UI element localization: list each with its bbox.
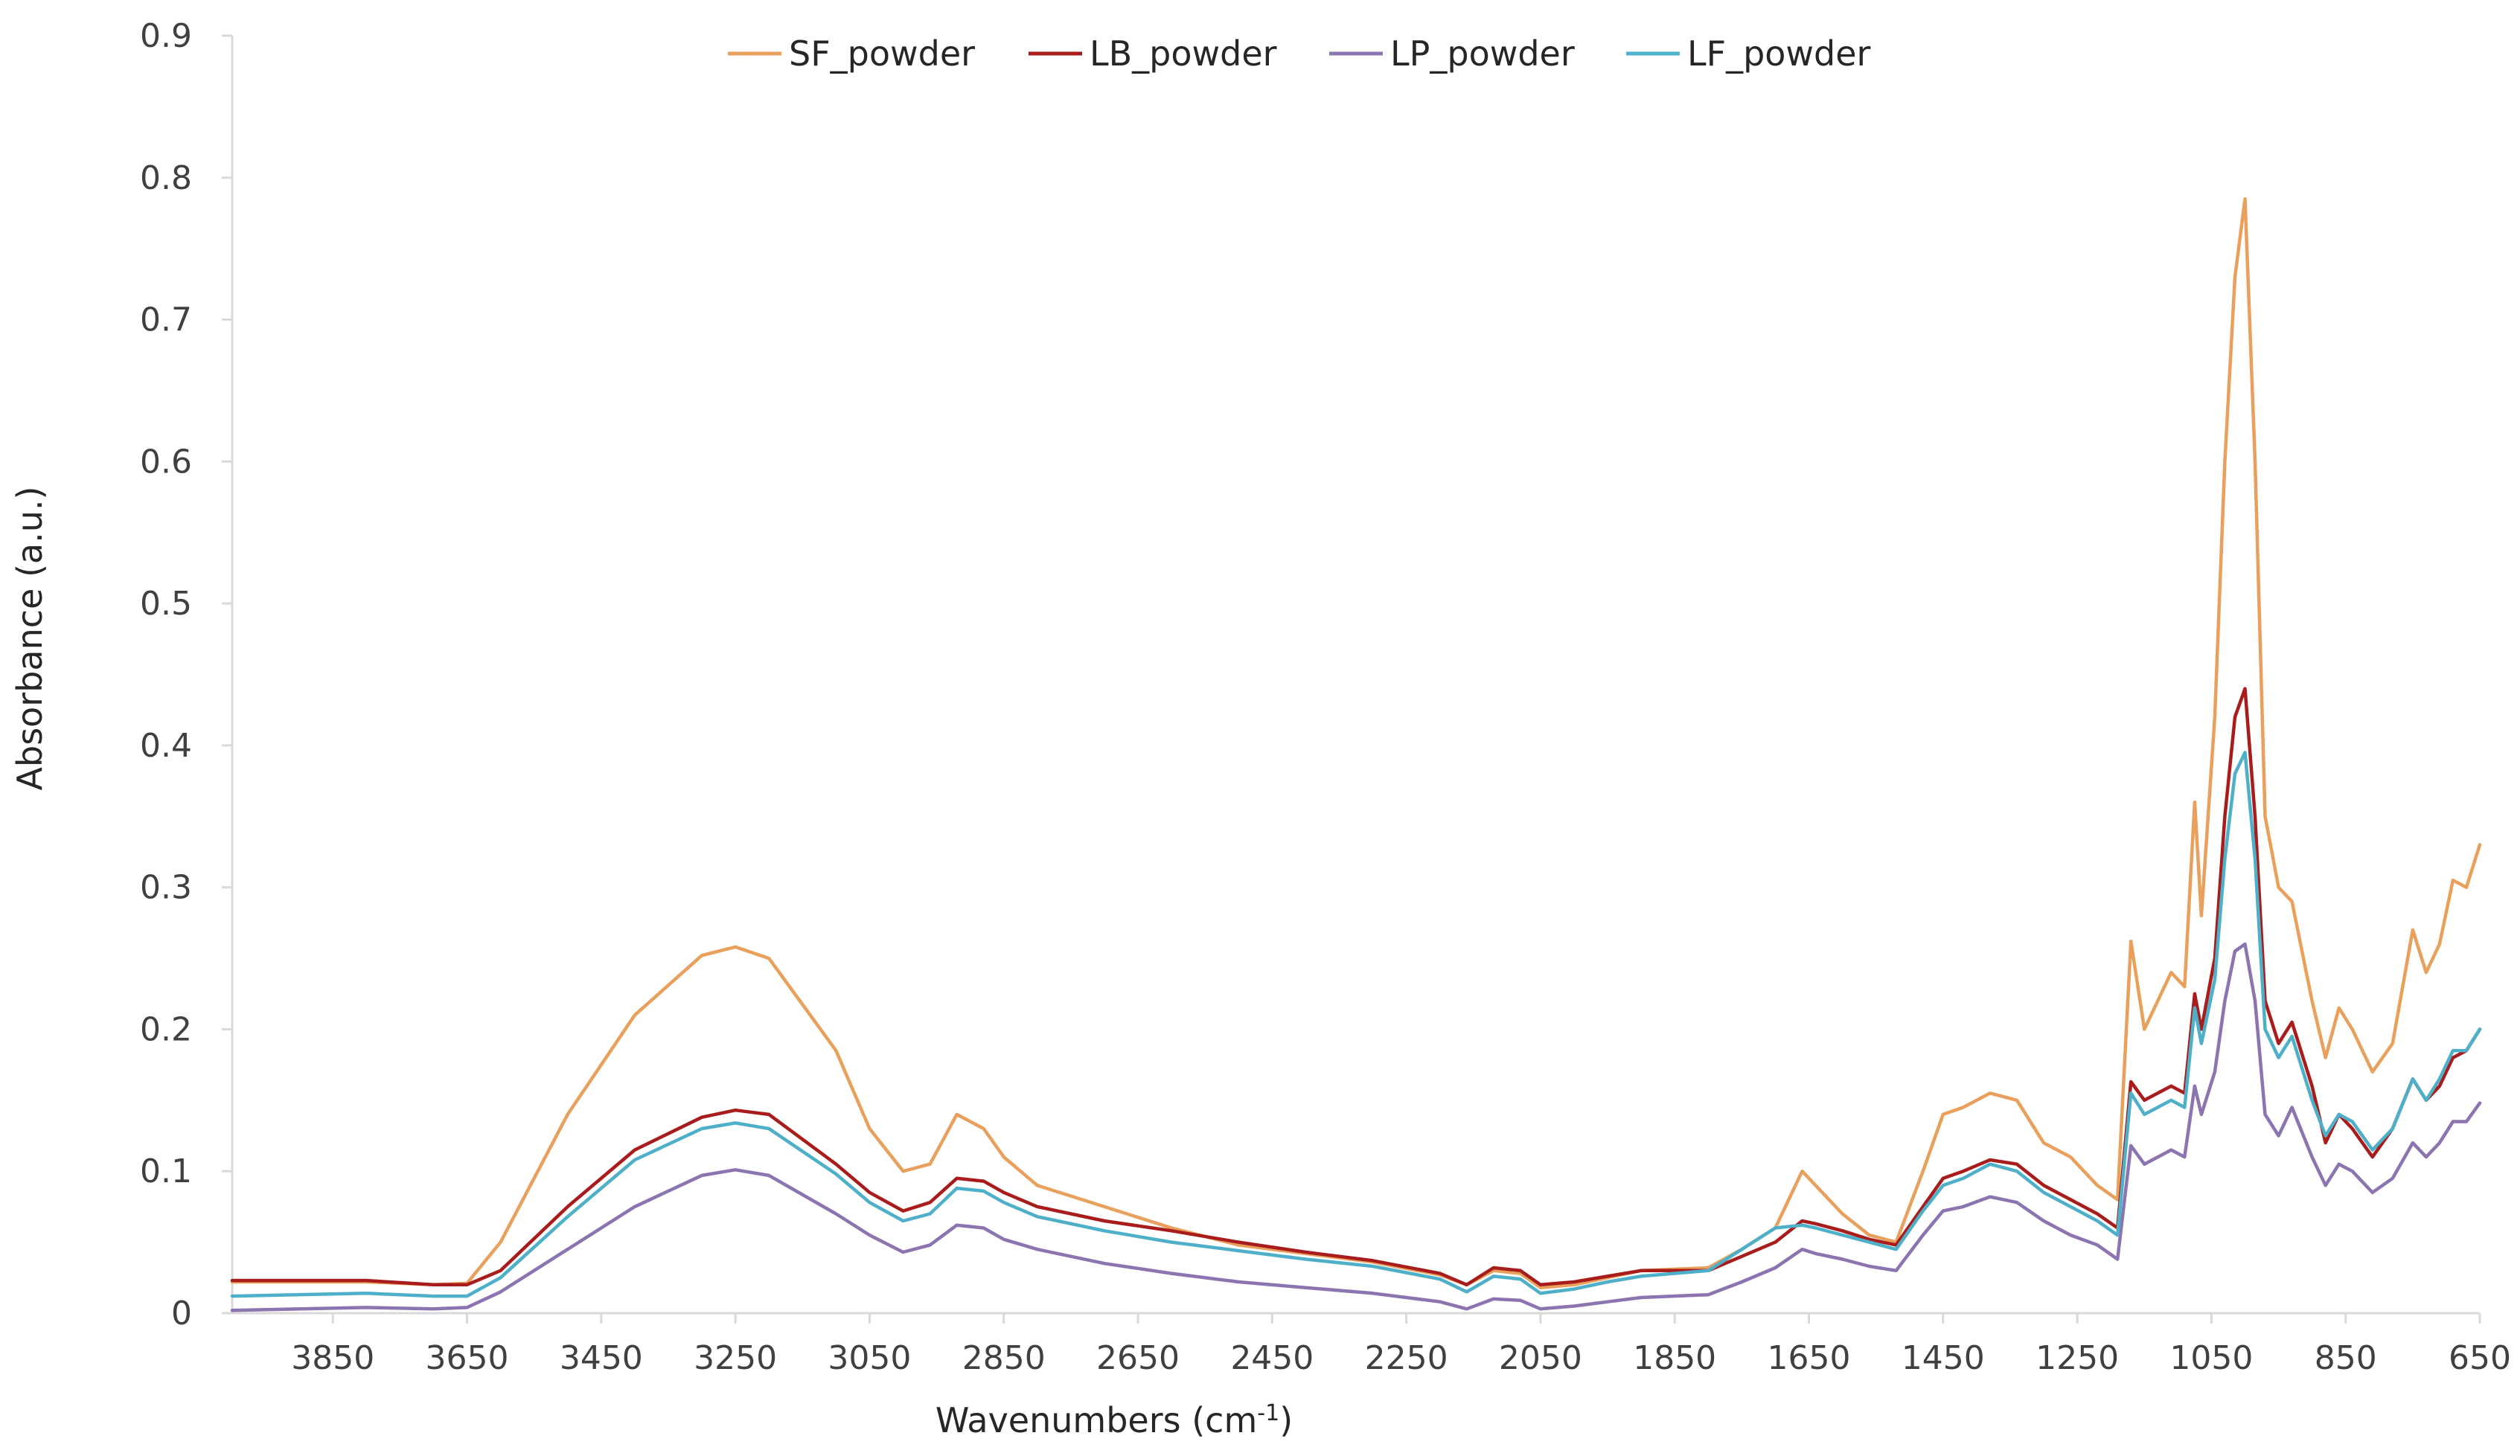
series-line-lp-powder: [230, 942, 2482, 1312]
legend-label: SF_powder: [789, 33, 975, 74]
y-tick-label: 0.9: [140, 17, 192, 55]
x-tick-label: 1850: [1633, 1339, 1716, 1377]
y-tick-label: 0.8: [140, 159, 192, 197]
legend: SF_powder LB_powder LP_powder LF_powder: [728, 33, 1871, 74]
x-tick-label: 3650: [426, 1339, 509, 1377]
y-tick-label: 0.2: [140, 1010, 192, 1048]
x-tick-label: 650: [2449, 1339, 2511, 1377]
series-line-lf-powder: [230, 751, 2482, 1298]
x-tick-label: 3050: [828, 1339, 911, 1377]
legend-label: LB_powder: [1090, 33, 1277, 74]
x-axis-title-text: Wavenumbers (cm: [936, 1400, 1257, 1440]
x-tick-label: 3850: [291, 1339, 374, 1377]
x-tick-label: 2650: [1096, 1339, 1180, 1377]
x-tick-label: 2250: [1365, 1339, 1448, 1377]
x-tick-label: 1050: [2169, 1339, 2253, 1377]
x-tick-label: 1650: [1768, 1339, 1851, 1377]
x-axis-ticks: 3850 3650 3450 3250 3050 2850 2650 2450 2250 2050…: [291, 1313, 2511, 1377]
plot-area: 0 0.1 0.2 0.3 0.4 0.5 0.6 0.7 0.8 0.9 3850 3650 345…: [140, 17, 2511, 1377]
x-axis-title-close: ): [1279, 1400, 1293, 1440]
y-tick-label: 0.6: [140, 443, 192, 481]
y-tick-label: 0: [171, 1295, 192, 1332]
y-axis-ticks: 0 0.1 0.2 0.3 0.4 0.5 0.6 0.7 0.8 0.9: [140, 17, 232, 1332]
y-tick-label: 0.1: [140, 1152, 192, 1190]
series-line-lb-powder: [230, 687, 2482, 1287]
x-axis-title-superscript: -1: [1257, 1400, 1279, 1426]
y-tick-label: 0.3: [140, 869, 192, 907]
y-tick-label: 0.4: [140, 727, 192, 765]
x-tick-label: 1250: [2035, 1339, 2119, 1377]
x-tick-label: 850: [2315, 1339, 2377, 1377]
legend-label: LF_powder: [1687, 33, 1871, 74]
series-lines: [230, 197, 2482, 1312]
x-tick-label: 3450: [560, 1339, 643, 1377]
x-tick-label: 1450: [1902, 1339, 1985, 1377]
x-axis-title: Wavenumbers (cm-1): [936, 1400, 1293, 1440]
y-tick-label: 0.5: [140, 585, 192, 623]
y-tick-label: 0.7: [140, 301, 192, 339]
legend-label: LP_powder: [1390, 33, 1575, 74]
y-axis-title: Absorbance (a.u.): [10, 487, 50, 791]
x-tick-label: 2850: [962, 1339, 1046, 1377]
x-tick-label: 3250: [694, 1339, 777, 1377]
x-tick-label: 2450: [1230, 1339, 1314, 1377]
series-line-sf-powder: [230, 197, 2482, 1289]
x-tick-label: 2050: [1499, 1339, 1582, 1377]
